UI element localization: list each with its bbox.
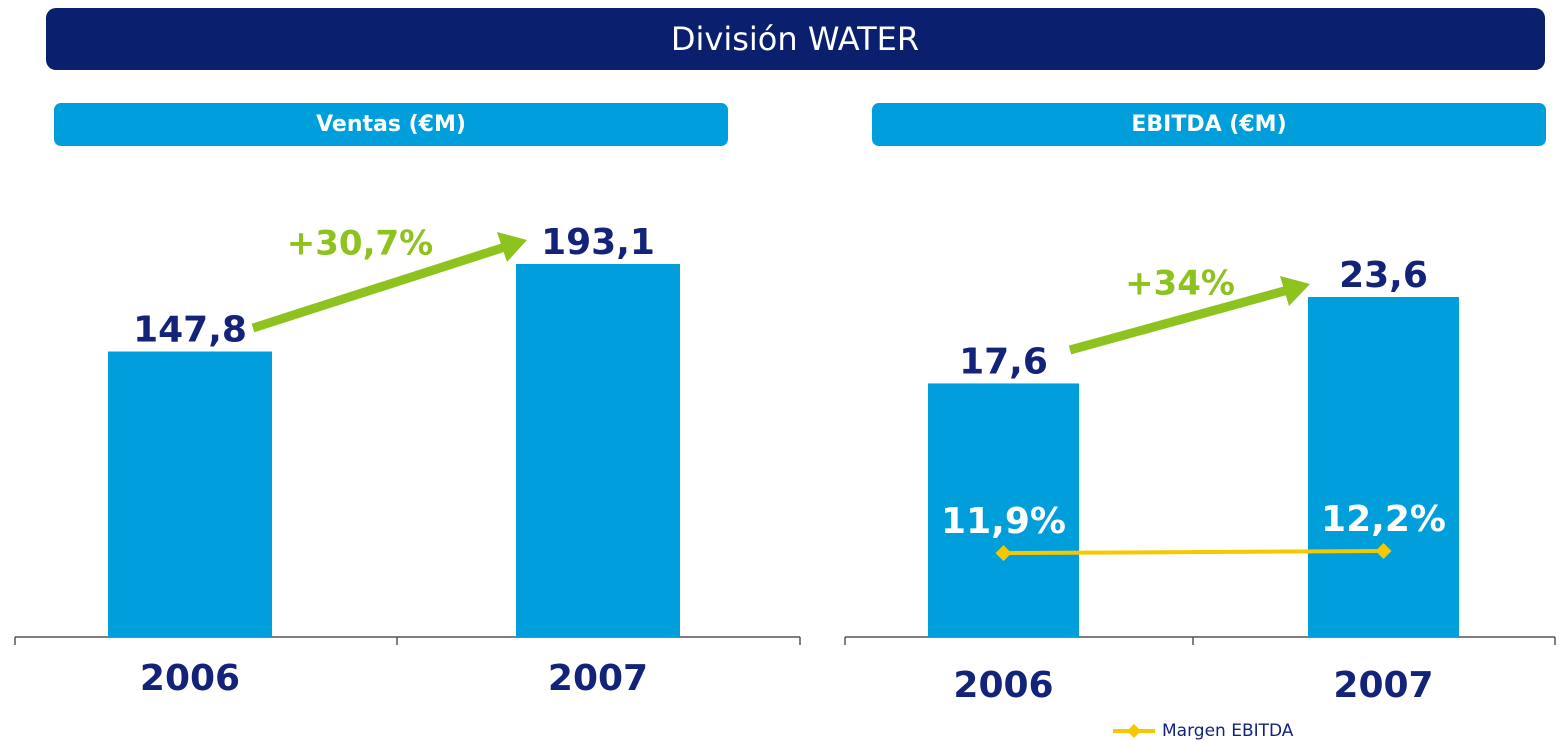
arrow-head (497, 232, 527, 262)
growth-arrow (1068, 285, 1290, 355)
line-marker (995, 545, 1012, 562)
x-tick-label: 2006 (140, 658, 240, 699)
value-label: 11,9% (941, 501, 1066, 542)
legend-label: Margen EBITDA (1162, 721, 1294, 740)
subtitle-box (54, 103, 728, 146)
bar (1308, 297, 1459, 637)
bar (928, 383, 1079, 637)
value-label: 17,6 (959, 341, 1048, 382)
bar (516, 264, 680, 637)
annotation: +34% (1125, 264, 1235, 304)
bar (108, 351, 272, 637)
value-label: 12,2% (1321, 499, 1446, 540)
chart-title: Ventas (€M) (316, 112, 466, 137)
chart-title: EBITDA (€M) (1131, 112, 1286, 137)
subtitle-box (872, 103, 1546, 146)
value-label: 23,6 (1339, 255, 1428, 296)
legend-marker (1127, 724, 1141, 738)
value-label: 147,8 (133, 310, 247, 351)
annotation: +30,7% (287, 224, 433, 264)
x-tick-label: 2006 (953, 665, 1053, 706)
header-bar (46, 8, 1545, 70)
x-tick-label: 2007 (548, 658, 648, 699)
value-label: 193,1 (541, 222, 655, 263)
line (1003, 549, 1384, 556)
arrow-head (1280, 276, 1310, 306)
growth-arrow (251, 242, 507, 333)
x-tick-label: 2007 (1333, 665, 1433, 706)
line-marker (1375, 543, 1392, 559)
header-title: División WATER (671, 20, 919, 58)
